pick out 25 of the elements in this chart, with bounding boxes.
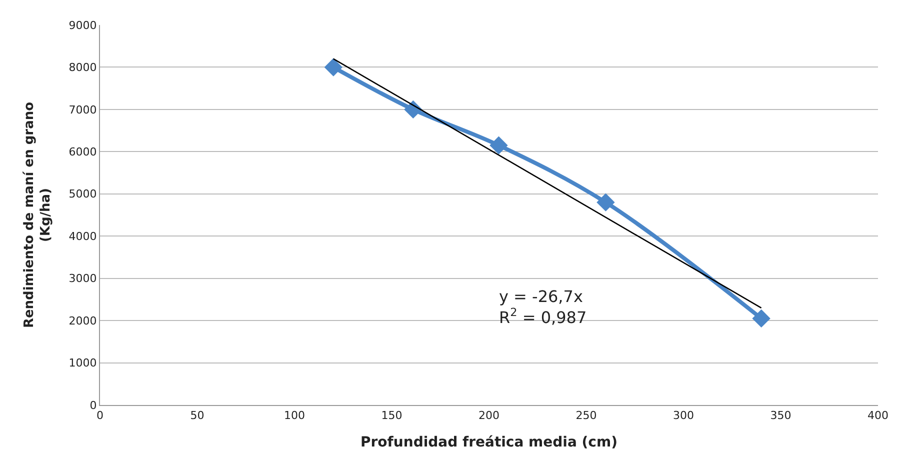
y-tick-label: 5000 [68,188,97,201]
point [490,136,508,154]
y-tick-label: 9000 [68,18,97,32]
y-axis-title: Rendimiento de maní en grano (Kg/ha) [22,102,54,328]
x-tick-label: 100 [284,409,305,422]
x-axis-title: Profundidad freática media (cm) [360,434,618,450]
y-tick-label: 6000 [68,146,97,159]
x-tick-label: 250 [576,409,597,422]
annotation: y = -26,7x R$^{2}$ = 0,987 [499,287,587,327]
y-tick-label: 7000 [68,103,97,116]
x-tick-label: 200 [478,409,500,422]
x-tick-label: 50 [190,409,204,422]
x-tick-label: 350 [770,409,792,422]
y-tick-label: 0 [90,398,97,412]
y-tick-label: 8000 [68,61,97,74]
x-tick-label: 300 [673,409,694,422]
point [324,58,342,76]
y-tick-label: 4000 [68,230,97,243]
y-tick-label: 2000 [68,314,97,328]
point [752,309,770,328]
x-tick-label: 400 [868,409,888,422]
y-tick-label: 3000 [68,272,97,286]
y-tick-label: 1000 [68,356,97,370]
point [596,193,615,212]
x-tick-label: 150 [381,409,402,422]
